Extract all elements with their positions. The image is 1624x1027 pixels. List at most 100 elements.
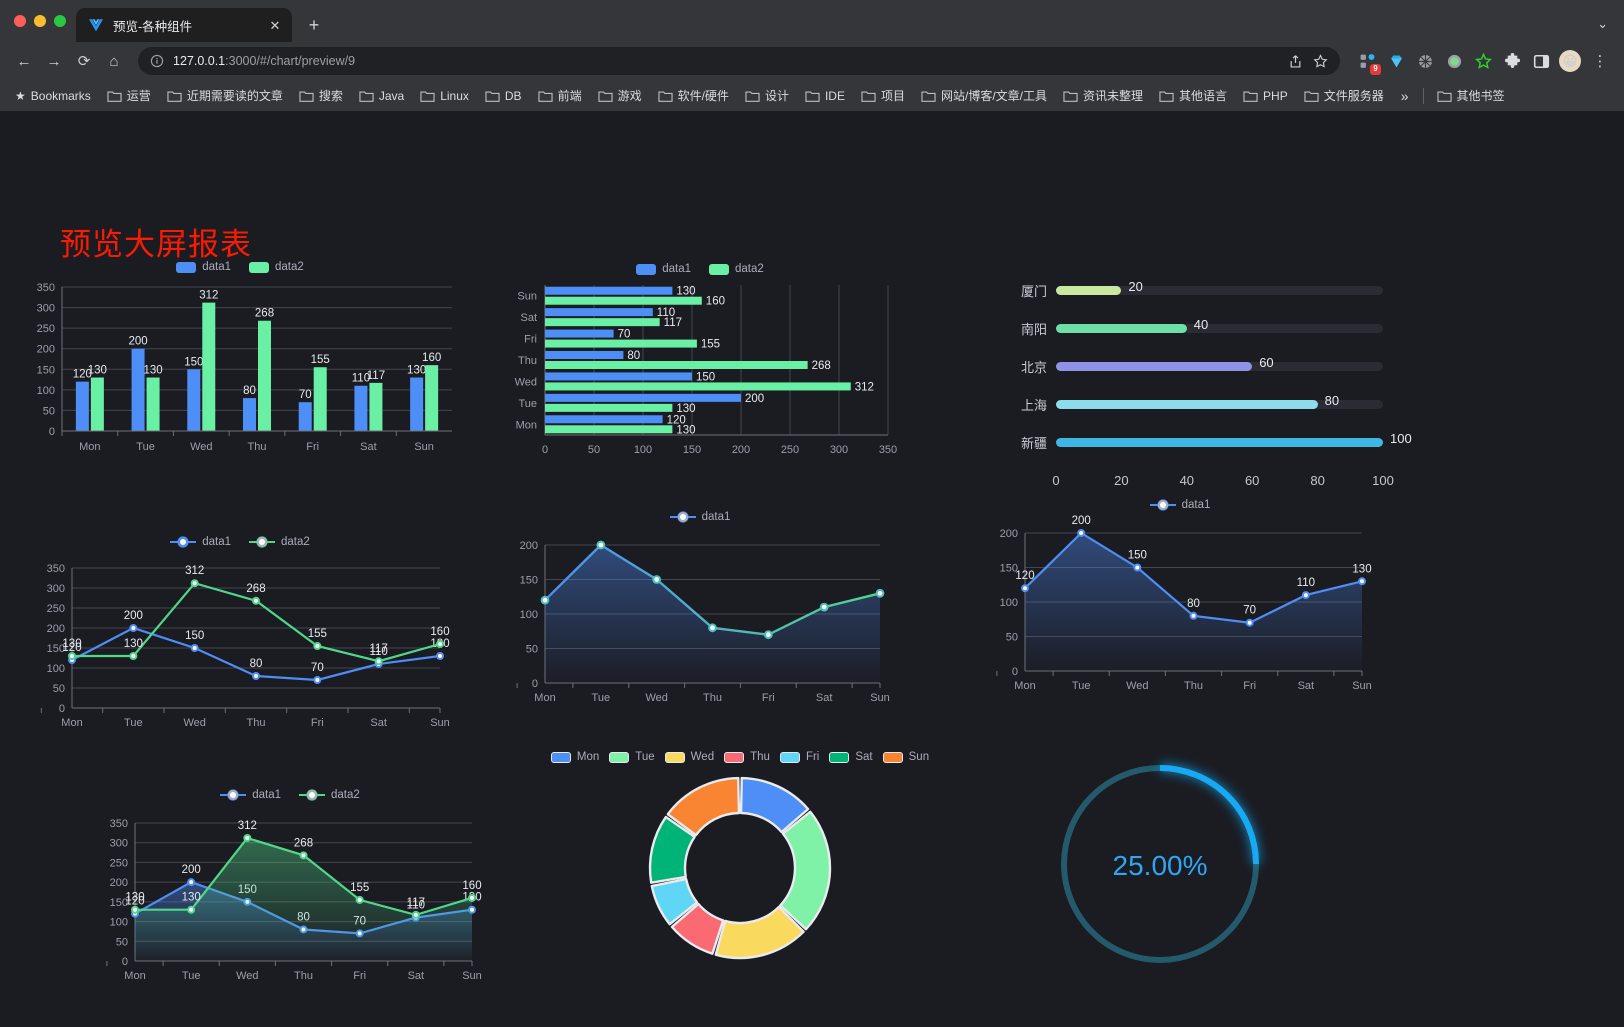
bookmark-star-icon[interactable] [1313, 53, 1328, 69]
new-tab-button[interactable]: + [308, 14, 320, 35]
share-icon[interactable] [1288, 54, 1303, 69]
grouped-bar-chart[interactable]: data1 data2 0 50 100 150 200 250 300 350 Mon 120 1… [20, 261, 460, 476]
legend-item-data1[interactable]: data1 [176, 261, 231, 273]
green-star-icon[interactable] [1470, 48, 1496, 74]
legend-label: data2 [275, 261, 304, 273]
legend-item-data2[interactable]: data2 [709, 263, 764, 275]
reload-button[interactable]: ⟳ [77, 53, 91, 70]
legend-item[interactable]: Tue [609, 751, 655, 763]
svg-text:80: 80 [243, 385, 256, 397]
close-tab-button[interactable]: ✕ [269, 17, 281, 33]
address-bar[interactable]: 127.0.0.1:3000/#/chart/preview/9 [138, 47, 1340, 75]
stacked-area-chart[interactable]: data1 data2 0 50 100 150 200 250 300 350 Mon Tue W… [90, 789, 490, 1004]
side-panel-icon[interactable] [1528, 48, 1554, 74]
chevron-down-icon[interactable]: ⌄ [1597, 16, 1608, 31]
bookmark-item[interactable]: 其他语言 [1152, 83, 1234, 108]
legend-label: data1 [202, 261, 231, 273]
svg-text:150: 150 [1000, 563, 1018, 575]
bookmark-item[interactable]: 设计 [738, 83, 796, 108]
gradient-line-chart[interactable]: data1 0 50 100 150 200 Mon Tue Wed Thu Fri Sat Sun [500, 511, 900, 726]
bookmark-item[interactable]: PHP [1236, 85, 1295, 107]
chart-legend[interactable]: data1 [980, 499, 1380, 511]
chart-legend[interactable]: data1 data2 [30, 536, 450, 548]
svg-text:100: 100 [520, 609, 538, 621]
chart-legend[interactable]: data1 [500, 511, 900, 523]
bookmark-item[interactable]: 软件/硬件 [651, 83, 736, 108]
back-button[interactable]: ← [16, 52, 32, 70]
bookmark-item-bookmarks[interactable]: ★ Bookmarks [8, 85, 98, 107]
axis-tick: 0 [1052, 473, 1060, 488]
progress-row[interactable]: 新疆 100 [1003, 423, 1412, 461]
folder-icon [1304, 91, 1319, 102]
chart-legend[interactable]: data1 data2 [90, 789, 490, 801]
diamond-icon[interactable] [1383, 48, 1409, 74]
bookmark-item[interactable]: 网站/博客/文章/工具 [914, 83, 1054, 108]
forward-button[interactable]: → [46, 52, 62, 70]
profile-avatar[interactable]: 😀 [1557, 48, 1583, 74]
bookmark-item[interactable]: DB [478, 85, 529, 107]
multi-line-chart[interactable]: data1 data2 0 50 100 150 200 250 300 350 Mon Tue W… [30, 536, 450, 751]
legend-item[interactable]: Sat [829, 751, 873, 763]
legend-item[interactable]: Sun [882, 751, 929, 763]
bookmarks-overflow-button[interactable]: » [1400, 87, 1409, 104]
browser-tab[interactable]: 预览-各种组件 ✕ [76, 8, 292, 42]
legend-item[interactable]: Wed [664, 751, 714, 763]
maximize-window-button[interactable] [54, 15, 66, 27]
home-button[interactable]: ⌂ [109, 52, 119, 70]
extensions-grid-icon[interactable]: 9 [1354, 48, 1381, 75]
progress-row[interactable]: 北京 60 [1003, 347, 1383, 385]
progress-row[interactable]: 上海 80 [1003, 385, 1383, 423]
green-circle-icon[interactable] [1441, 48, 1467, 74]
donut-chart[interactable]: Mon Tue Wed Thu Fri Sat Sun [520, 751, 960, 991]
area-line-chart[interactable]: data1 0 50 100 150 200 Mon Tue Wed Thu Fri Sat Sun 1… [980, 499, 1380, 714]
svg-text:Sun: Sun [430, 717, 450, 729]
legend-item[interactable]: Fri [779, 751, 819, 763]
minimize-window-button[interactable] [34, 15, 46, 27]
legend-item-data1[interactable]: data1 [170, 536, 231, 548]
svg-text:50: 50 [53, 683, 65, 695]
bookmark-item[interactable]: IDE [798, 85, 852, 107]
folder-icon [861, 91, 876, 102]
horizontal-bar-chart[interactable]: data1 data2 0 50 100 150 200 250 300 350 Sun 130 1… [500, 263, 900, 478]
bookmark-item[interactable]: 前端 [531, 83, 589, 108]
legend-item[interactable]: Thu [724, 751, 770, 763]
bookmark-item[interactable]: 文件服务器 [1297, 83, 1391, 108]
site-info-icon[interactable] [150, 54, 164, 68]
legend-item-data1[interactable]: data1 [636, 263, 691, 275]
legend-item-data1[interactable]: data1 [220, 789, 281, 801]
legend-item-data2[interactable]: data2 [299, 789, 360, 801]
bookmark-item-other[interactable]: 其他书签 [1430, 83, 1512, 108]
svg-text:100: 100 [634, 444, 652, 456]
svg-text:70: 70 [618, 329, 631, 341]
chart-legend[interactable]: data1 data2 [500, 263, 900, 275]
legend-item[interactable]: Mon [550, 751, 599, 763]
legend-item-data1[interactable]: data1 [669, 511, 730, 523]
progress-row[interactable]: 南阳 40 [1003, 309, 1383, 347]
close-window-button[interactable] [14, 15, 26, 27]
progress-bar-chart[interactable]: 厦门 20 南阳 40 北京 60 上海 80 新疆 100 0 20 40 60 80 100 [1003, 271, 1412, 495]
bookmark-item[interactable]: 游戏 [591, 83, 649, 108]
progress-row[interactable]: 厦门 20 [1003, 271, 1383, 309]
gauge-chart[interactable]: 25.00% [1040, 736, 1280, 986]
puzzle-icon[interactable] [1499, 48, 1525, 74]
bookmark-item[interactable]: Linux [413, 85, 476, 107]
chart-legend[interactable]: Mon Tue Wed Thu Fri Sat Sun [520, 751, 960, 763]
legend-label: data1 [1181, 499, 1211, 511]
bookmark-item[interactable]: 项目 [854, 83, 912, 108]
chart-legend[interactable]: data1 data2 [20, 261, 460, 273]
legend-item-data1[interactable]: data1 [1149, 499, 1211, 511]
folder-icon [299, 91, 314, 102]
browser-menu-button[interactable]: ⋮ [1592, 53, 1608, 70]
bookmark-label: 其他书签 [1456, 89, 1505, 103]
legend-swatch [176, 261, 197, 273]
bookmark-item[interactable]: 近期需要读的文章 [160, 83, 290, 108]
legend-item-data2[interactable]: data2 [249, 536, 310, 548]
window-controls[interactable] [12, 0, 76, 42]
bookmark-item[interactable]: 资讯未整理 [1056, 83, 1150, 108]
legend-item-data2[interactable]: data2 [249, 261, 304, 273]
bookmark-item[interactable]: Java [352, 85, 411, 107]
globe-gear-icon[interactable] [1412, 48, 1438, 74]
bookmark-item[interactable]: 搜索 [292, 83, 350, 108]
bookmark-item[interactable]: 运营 [100, 83, 158, 108]
svg-text:350: 350 [47, 563, 65, 575]
